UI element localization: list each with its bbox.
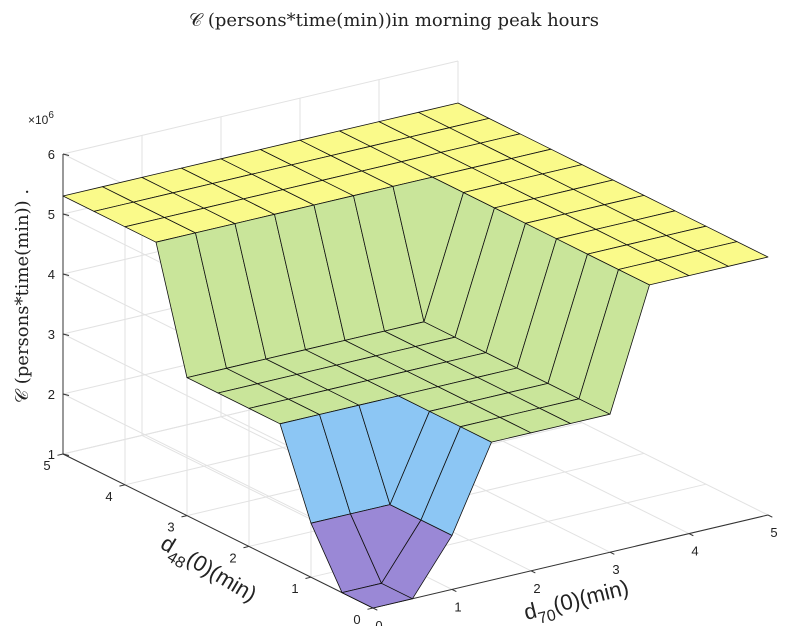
y-tick-mark	[119, 484, 126, 487]
y-axis-line	[62, 453, 374, 609]
x-tick-label: 1	[454, 599, 461, 614]
y-tick-mark	[57, 453, 64, 456]
x-label-base: d	[521, 598, 539, 625]
z-tick-mark	[62, 153, 70, 156]
exponent-power: 6	[48, 110, 54, 121]
z-tick-label: 2	[48, 387, 55, 402]
x-tick-mark	[530, 570, 536, 574]
x-tick-label: 0	[375, 618, 382, 626]
y-tick-label: 4	[105, 489, 112, 504]
z-tick-mark	[62, 333, 70, 336]
y-tick-label: 1	[291, 581, 298, 596]
y-axis-label: d48(0)(min)	[153, 530, 261, 612]
z-tick-label: 5	[48, 207, 55, 222]
x-tick-mark	[688, 533, 694, 537]
x-tick-label: 3	[612, 562, 619, 577]
x-tick-mark	[609, 551, 615, 555]
axes	[57, 153, 773, 611]
z-tick-label: 3	[48, 327, 55, 342]
y-tick-label: 0	[353, 612, 360, 626]
y-label-rest: (0)(min)	[182, 546, 261, 607]
y-tick-label: 5	[43, 458, 50, 473]
surface-patch	[697, 241, 769, 267]
x-label-sub: 70	[537, 607, 558, 626]
y-tick-mark	[305, 576, 312, 579]
z-tick-label: 6	[48, 147, 55, 162]
x-tick-mark	[372, 607, 378, 611]
z-tick-label: 4	[48, 267, 55, 282]
exponent-label: ×106	[28, 110, 54, 127]
z-tick-mark	[62, 393, 70, 396]
z-tick-mark	[62, 213, 70, 216]
exponent-base: ×10	[28, 113, 49, 127]
x-tick-label: 4	[691, 544, 698, 559]
y-tick-mark	[243, 545, 250, 549]
grid-line	[62, 60, 459, 155]
x-tick-label: 5	[770, 525, 777, 540]
x-tick-mark	[451, 588, 457, 593]
surface	[62, 102, 769, 609]
chart-title: 𝒞 (persons*time(min))in morning peak hou…	[189, 10, 599, 31]
x-tick-label: 2	[533, 581, 540, 596]
y-label-sub: 48	[164, 549, 188, 573]
z-tick-mark	[62, 273, 70, 276]
y-tick-label: 2	[229, 550, 236, 565]
x-tick-mark	[767, 514, 773, 518]
y-tick-label: 3	[167, 520, 174, 535]
y-tick-mark	[181, 515, 188, 518]
x-label-rest: (0)(min)	[550, 575, 631, 618]
x-axis-line	[372, 514, 769, 609]
z-tick-mark	[62, 453, 70, 456]
z-tick-label: 1	[48, 447, 55, 462]
y-tick-mark	[367, 607, 374, 610]
z-axis-label: 𝒞 (persons*time(min)) .	[12, 189, 33, 403]
